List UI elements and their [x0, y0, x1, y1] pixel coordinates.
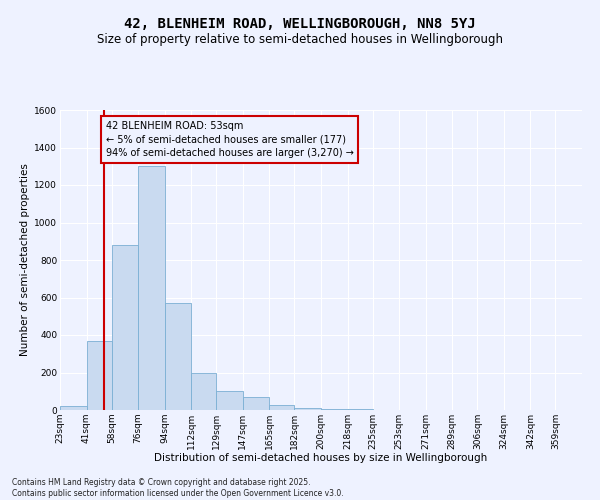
Bar: [60, 406, 86, 410]
Bar: [112, 245, 138, 410]
Y-axis label: Number of semi-detached properties: Number of semi-detached properties: [20, 164, 30, 356]
Bar: [138, 166, 164, 410]
Bar: [217, 391, 243, 410]
Text: Size of property relative to semi-detached houses in Wellingborough: Size of property relative to semi-detach…: [97, 32, 503, 46]
Text: 42, BLENHEIM ROAD, WELLINGBOROUGH, NN8 5YJ: 42, BLENHEIM ROAD, WELLINGBOROUGH, NN8 5…: [124, 18, 476, 32]
Bar: [269, 406, 295, 410]
X-axis label: Distribution of semi-detached houses by size in Wellingborough: Distribution of semi-detached houses by …: [154, 454, 488, 464]
Bar: [164, 303, 191, 410]
Bar: [295, 408, 321, 410]
Bar: [86, 340, 112, 410]
Bar: [243, 397, 269, 410]
Bar: [321, 409, 347, 410]
Bar: [191, 372, 217, 410]
Text: 42 BLENHEIM ROAD: 53sqm
← 5% of semi-detached houses are smaller (177)
94% of se: 42 BLENHEIM ROAD: 53sqm ← 5% of semi-det…: [106, 121, 353, 158]
Text: Contains HM Land Registry data © Crown copyright and database right 2025.
Contai: Contains HM Land Registry data © Crown c…: [12, 478, 344, 498]
